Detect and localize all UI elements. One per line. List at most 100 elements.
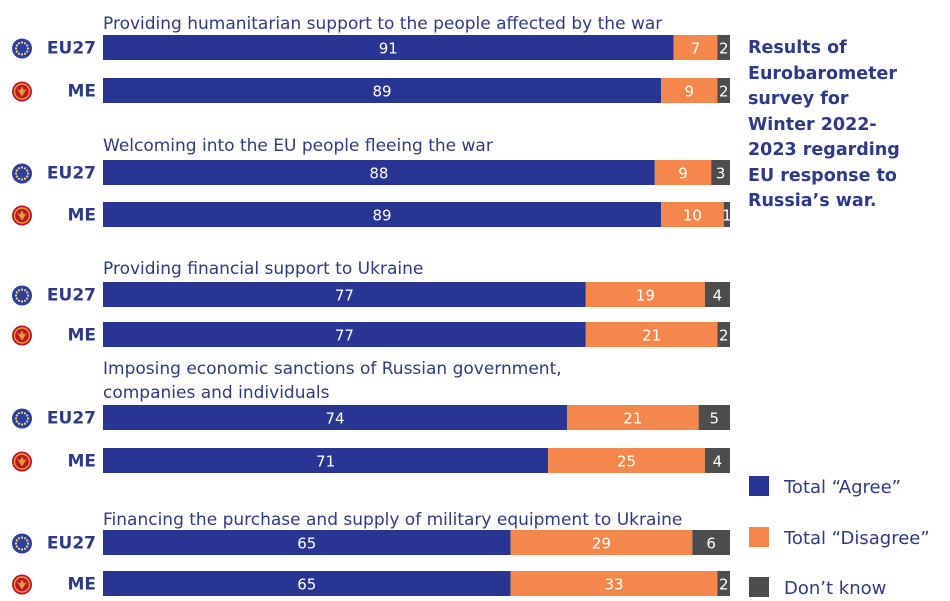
- bar-segment-disagree: [654, 160, 712, 185]
- data-label: 74: [325, 410, 344, 428]
- eu-flag-star: [14, 172, 18, 175]
- entity-label: ME: [67, 575, 96, 595]
- montenegro-flag-border: [13, 327, 31, 344]
- eu-flag-star: [23, 289, 27, 292]
- entity-label: ME: [67, 326, 96, 346]
- data-label: 88: [369, 165, 388, 183]
- eu-flag-star: [20, 548, 24, 551]
- description-line: Results of: [748, 38, 847, 58]
- description-line: Russia’s war.: [748, 191, 877, 211]
- data-label: 4: [713, 287, 723, 305]
- data-label: 2: [719, 83, 729, 101]
- bar-segment-agree: [103, 35, 674, 60]
- bar-segment-disagree: [585, 282, 705, 307]
- bar-segment-dont-know: [717, 35, 730, 60]
- montenegro-flag-icon: [12, 451, 32, 472]
- eu-flag-disc: [12, 408, 32, 429]
- montenegro-eagle: [17, 86, 27, 97]
- eu-flag-star: [15, 44, 18, 47]
- group-label: Welcoming into the EU people fleeing the…: [103, 136, 493, 156]
- montenegro-flag-border: [13, 83, 31, 100]
- eu-flag-star: [14, 47, 18, 50]
- eu-flag-star: [17, 52, 21, 55]
- eu-flag-star: [20, 41, 24, 44]
- montenegro-flag-icon: [12, 574, 32, 595]
- eu-flag-star: [15, 420, 18, 423]
- data-label: 2: [719, 327, 729, 345]
- data-label: 21: [623, 410, 642, 428]
- bar-segment-dont-know: [717, 322, 730, 347]
- data-label: 2: [719, 576, 729, 594]
- eu-flag-star: [17, 177, 21, 180]
- bar-segment-disagree: [673, 35, 718, 60]
- data-label: 4: [713, 453, 723, 471]
- eu-flag-star: [23, 42, 27, 45]
- montenegro-flag-border: [13, 453, 31, 470]
- eu-flag-star: [15, 297, 18, 300]
- bar-segment-dont-know: [723, 202, 730, 227]
- description-line: Winter 2022-: [748, 114, 877, 135]
- legend-swatch-disagree: [749, 527, 769, 547]
- eu-flag-disc: [12, 163, 32, 184]
- eu-flag-star: [17, 42, 21, 45]
- entity-label: EU27: [47, 286, 96, 306]
- eu-flag-star: [23, 52, 27, 55]
- eu-flag-star: [26, 47, 30, 50]
- legend-label: Total “Disagree”: [783, 528, 930, 549]
- eu-flag-icon: [12, 285, 32, 306]
- eu-flag-star: [23, 299, 27, 302]
- entity-label: EU27: [47, 409, 96, 429]
- eu-flag-star: [17, 289, 21, 292]
- eu-flag-star: [17, 547, 21, 550]
- data-label: 91: [379, 40, 398, 58]
- eu-flag-star: [17, 167, 21, 170]
- eu-flag-star: [17, 422, 21, 425]
- eu-flag-star: [23, 177, 27, 180]
- legend-swatch-dont-know: [749, 577, 769, 597]
- data-label: 1: [722, 207, 732, 225]
- eu-flag-icon: [12, 533, 32, 554]
- bar-segment-agree: [103, 282, 586, 307]
- eu-flag-star: [20, 288, 24, 291]
- data-label: 29: [592, 535, 611, 553]
- eu-flag-star: [17, 299, 21, 302]
- eu-flag-star: [15, 545, 18, 548]
- eu-flag-star: [14, 542, 18, 545]
- eu-flag-star: [26, 420, 29, 423]
- bar-segment-agree: [103, 160, 655, 185]
- bar-segment-dont-know: [717, 78, 730, 103]
- eu-flag-star: [20, 300, 24, 303]
- eu-flag-star: [20, 53, 24, 56]
- entity-label: EU27: [47, 534, 96, 554]
- eu-flag-star: [20, 166, 24, 169]
- eu-flag-star: [26, 414, 29, 417]
- data-label: 19: [636, 287, 655, 305]
- bar-segment-dont-know: [711, 160, 730, 185]
- eu-flag-star: [20, 423, 24, 426]
- bar-segment-dont-know: [717, 571, 730, 596]
- bar-segment-disagree: [585, 322, 718, 347]
- eu-flag-star: [23, 537, 27, 540]
- montenegro-flag-border: [13, 576, 31, 593]
- data-label: 9: [678, 165, 688, 183]
- montenegro-eagle: [17, 456, 27, 467]
- eu-flag-star: [26, 417, 30, 420]
- montenegro-flag-icon: [12, 205, 32, 226]
- eu-flag-star: [23, 412, 27, 415]
- eu-flag-star: [26, 172, 30, 175]
- data-label: 5: [710, 410, 720, 428]
- bar-segment-disagree: [510, 530, 693, 555]
- bar-segment-agree: [103, 202, 662, 227]
- eu-flag-star: [14, 294, 18, 297]
- eu-flag-star: [26, 291, 29, 294]
- data-label: 6: [706, 535, 716, 553]
- eu-flag-star: [26, 297, 29, 300]
- eu-flag-star: [23, 422, 27, 425]
- data-label: 7: [691, 40, 701, 58]
- eu-flag-star: [15, 50, 18, 53]
- eu-flag-star: [26, 44, 29, 47]
- group-label: Imposing economic sanctions of Russian g…: [103, 359, 562, 379]
- eu-flag-icon: [12, 38, 32, 59]
- eu-flag-star: [26, 50, 29, 53]
